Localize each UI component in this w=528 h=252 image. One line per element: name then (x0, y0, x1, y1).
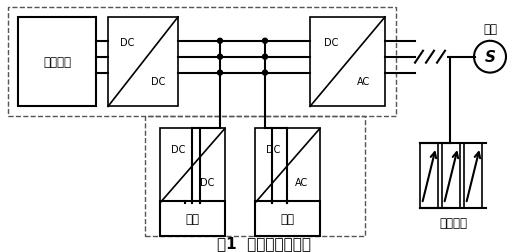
Bar (145, 117, 365, 236)
Text: 电池: 电池 (185, 212, 199, 226)
Text: AC: AC (357, 77, 371, 87)
Text: S: S (485, 50, 495, 65)
Bar (160, 201, 225, 236)
Text: 用户负载: 用户负载 (439, 216, 467, 229)
Bar (108, 18, 178, 107)
Bar (420, 144, 438, 208)
Circle shape (262, 39, 268, 44)
Bar (310, 18, 385, 107)
Bar (18, 18, 96, 107)
Bar (255, 201, 320, 236)
Circle shape (218, 39, 222, 44)
Text: DC: DC (171, 145, 185, 154)
Circle shape (262, 71, 268, 76)
Text: 图1  新能源混合储能: 图1 新能源混合储能 (217, 235, 311, 250)
Text: DC: DC (324, 38, 338, 48)
Text: 电网: 电网 (483, 23, 497, 36)
Text: DC: DC (120, 38, 135, 48)
Text: 飞轮: 飞轮 (280, 212, 294, 226)
Text: DC: DC (266, 145, 280, 154)
Text: 光伏电站: 光伏电站 (43, 56, 71, 69)
Circle shape (218, 55, 222, 60)
Text: DC: DC (200, 177, 214, 187)
Circle shape (218, 71, 222, 76)
Circle shape (262, 55, 268, 60)
Text: AC: AC (295, 177, 308, 187)
Bar (255, 129, 320, 203)
Bar (160, 129, 225, 203)
Bar (8, 8, 396, 117)
Circle shape (474, 42, 506, 73)
Bar (442, 144, 460, 208)
Bar (464, 144, 482, 208)
Text: DC: DC (151, 77, 166, 87)
